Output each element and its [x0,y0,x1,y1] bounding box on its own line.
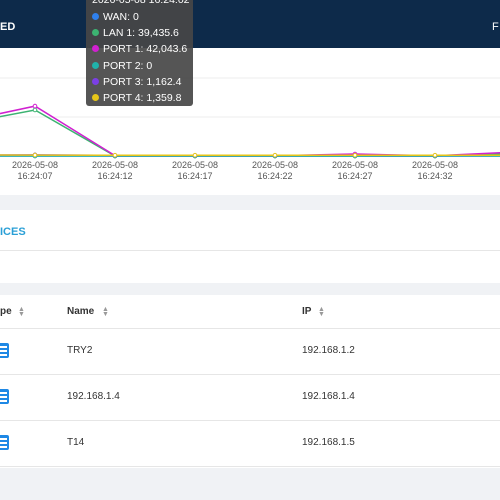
divider [0,374,500,375]
table-cell: TRY2 [67,345,93,356]
divider [0,328,500,329]
legend-dot [92,45,99,53]
sort-icon[interactable]: ▲ ▼ [18,306,25,318]
x-tick-label: 2026-05-08 [172,160,218,170]
x-tick-label: 2026-05-08 [332,160,378,170]
device-table: pe ▲ ▼ Name ▲ ▼ IP ▲ ▼ TRY2 192.168.1.2 192.168.1.4… [0,295,500,468]
point [32,152,38,158]
legend-dot [92,29,99,37]
x-tick-label: 16:24:27 [337,171,372,181]
table-cell: 192.168.1.2 [302,345,355,356]
x-tick-label: 16:24:12 [97,171,132,181]
x-tick-label: 16:24:32 [417,171,452,181]
column-header[interactable]: pe [0,306,12,317]
table-cell: 192.168.1.4 [302,391,355,402]
point [272,152,278,158]
x-tick-label: 16:24:22 [257,171,292,181]
point [112,152,118,158]
tooltip-item: PORT 3: 1,162.4 [92,76,181,88]
column-header[interactable]: IP [302,306,312,317]
divider [0,466,500,467]
point [352,152,358,158]
table-cell: T14 [67,437,85,448]
header-right: F [492,21,499,33]
device-icon [0,435,9,450]
sort-icon[interactable]: ▲ ▼ [102,306,109,318]
top-bar: ED F [0,0,500,48]
column-header[interactable]: Name [67,306,95,317]
x-tick-label: 2026-05-08 [12,160,58,170]
section-title: ICES [0,226,26,238]
tooltip-item: PORT 4: 1,359.8 [92,92,181,104]
device-icon [0,343,9,358]
tooltip-item: PORT 2: 0 [92,60,152,72]
tooltip-text: WAN: 0 [103,11,139,23]
chart-card: 2026-05-08 16:24:07 2026-05-08 16:24:12 2026… [0,48,500,195]
x-tick-label: 2026-05-08 [412,160,458,170]
legend-dot [92,61,99,69]
point [32,103,38,109]
table-cell: 192.168.1.4 [67,391,120,402]
tooltip-item: LAN 1: 39,435.6 [92,27,179,39]
tooltip-text: LAN 1: 39,435.6 [103,27,179,40]
legend-dot [92,94,99,101]
tooltip-text: PORT 1: 42,043.6 [103,43,188,56]
section-card: ICES [0,210,500,283]
divider [0,250,500,251]
tooltip-title: 2026-05-08 16:24:02 [92,0,190,6]
legend-dot [92,77,99,85]
x-tick-label: 2026-05-08 [92,160,138,170]
table-cell: 192.168.1.5 [302,437,355,448]
tooltip-item: WAN: 0 [92,11,139,23]
tooltip: 2026-05-08 16:24:02 WAN: 0 LAN 1: 39,435.6… [86,0,193,106]
legend-dot [92,13,99,20]
tooltip-text: PORT 4: 1,359.8 [103,92,182,104]
tooltip-text: PORT 3: 1,162.4 [103,75,182,88]
x-tick-label: 16:24:07 [17,171,52,181]
x-tick-label: 2026-05-08 [252,160,298,170]
tooltip-item: PORT 1: 42,043.6 [92,43,187,55]
chart: 2026-05-0816:24:072026-05-0816:24:122026… [0,77,500,181]
tooltip-text: PORT 2: 0 [103,59,153,72]
sort-icon[interactable]: ▲ ▼ [318,306,325,318]
point [192,152,198,158]
series-line [0,105,500,157]
point [432,152,438,158]
device-icon [0,389,9,404]
point [32,107,38,113]
header-title: ED [0,21,16,33]
divider [0,420,500,421]
x-tick-label: 16:24:17 [177,171,212,181]
